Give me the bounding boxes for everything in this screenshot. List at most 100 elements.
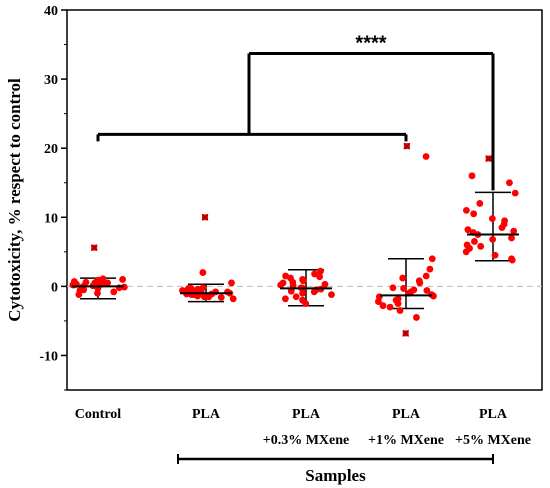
- data-point: [488, 215, 496, 223]
- data-point: [179, 287, 186, 294]
- outlier-cross-b: [402, 329, 410, 337]
- data-point: [464, 226, 472, 234]
- data-point: [119, 276, 126, 283]
- outlier-cross-b: [485, 155, 492, 162]
- group-1: [179, 213, 237, 303]
- data-point: [199, 284, 207, 292]
- y-tick-label: 0: [51, 280, 58, 295]
- data-point: [321, 280, 329, 288]
- data-point: [470, 210, 478, 218]
- outlier-marker: [201, 213, 209, 221]
- category-label-line1: PLA: [479, 407, 508, 422]
- y-tick-label: 10: [44, 211, 58, 226]
- data-point: [120, 283, 128, 291]
- data-point: [99, 275, 107, 283]
- data-point: [317, 267, 324, 275]
- category-label-line1: PLA: [192, 407, 221, 422]
- data-point: [386, 303, 394, 311]
- data-point: [477, 242, 485, 250]
- data-point: [506, 179, 513, 187]
- category-label-line2: +5% MXene: [455, 433, 531, 448]
- group-3: [374, 142, 437, 337]
- outlier-marker: [90, 244, 98, 252]
- category-label-line2: +1% MXene: [368, 433, 444, 448]
- outlier-marker: [403, 142, 411, 150]
- data-point: [199, 269, 207, 276]
- data-point: [430, 292, 437, 300]
- data-point: [407, 288, 415, 296]
- data-point: [423, 287, 431, 294]
- data-point: [399, 274, 407, 282]
- x-axis-title: Samples: [305, 466, 366, 485]
- data-point: [277, 281, 285, 289]
- data-point: [379, 302, 387, 310]
- data-point: [328, 291, 335, 299]
- data-point: [462, 248, 470, 256]
- data-point: [194, 285, 202, 293]
- y-tick-label: -10: [39, 349, 58, 364]
- data-point: [498, 224, 506, 232]
- y-axis-title: Cytotoxicity, % respect to control: [5, 78, 24, 322]
- data-point: [287, 287, 295, 295]
- significance-brackets: ****: [96, 33, 495, 191]
- data-point: [468, 172, 476, 180]
- category-label-line2: +0.3% MXene: [263, 433, 350, 448]
- data-point: [396, 307, 404, 314]
- data-point: [228, 279, 235, 287]
- data-groups: [69, 142, 519, 337]
- data-point: [508, 256, 516, 264]
- data-point: [310, 288, 318, 296]
- significance-label: ****: [355, 33, 386, 55]
- outlier-cross-b: [403, 142, 411, 150]
- data-point: [374, 298, 382, 305]
- data-point: [316, 273, 324, 281]
- data-point: [394, 300, 402, 308]
- data-point: [508, 234, 515, 242]
- data-point: [299, 289, 307, 297]
- data-point: [289, 282, 297, 290]
- data-point: [489, 235, 497, 243]
- group-4: [462, 155, 519, 264]
- data-point: [426, 265, 434, 273]
- data-point: [187, 285, 195, 292]
- data-point: [217, 294, 225, 301]
- plot-frame: [66, 9, 543, 391]
- y-tick-label: 40: [44, 4, 58, 19]
- data-point: [229, 295, 237, 303]
- data-point: [510, 227, 518, 235]
- category-label-line1: Control: [75, 407, 122, 422]
- data-point: [311, 270, 318, 278]
- data-point: [194, 292, 202, 300]
- data-point: [415, 277, 423, 285]
- data-point: [422, 272, 430, 280]
- data-point: [400, 285, 407, 292]
- data-point: [476, 200, 484, 207]
- data-point: [104, 279, 112, 287]
- outlier-cross-b: [90, 244, 98, 252]
- data-point: [281, 295, 289, 303]
- data-point: [511, 189, 519, 197]
- data-point: [200, 293, 208, 301]
- outlier-marker: [402, 329, 410, 337]
- data-point: [389, 284, 397, 292]
- data-point: [76, 287, 84, 294]
- data-point: [428, 255, 436, 263]
- y-tick-label: 30: [44, 73, 58, 88]
- data-point: [394, 295, 402, 303]
- category-label-line1: PLA: [292, 407, 321, 422]
- group-0: [69, 244, 128, 300]
- data-point: [491, 251, 499, 259]
- data-point: [93, 277, 101, 285]
- y-tick-label: 20: [44, 142, 58, 157]
- y-axis-ticks: -10 0 10 20 30 40: [39, 4, 67, 391]
- data-point: [471, 238, 478, 245]
- group-2: [277, 267, 335, 308]
- category-label-line1: PLA: [392, 407, 421, 422]
- data-point: [462, 206, 470, 214]
- category-labels: Control PLA PLA +0.3% MXene PLA +1% MXene PLA +…: [75, 407, 531, 448]
- data-point: [299, 276, 306, 283]
- data-point: [413, 314, 420, 321]
- data-point: [110, 288, 118, 296]
- outlier-marker: [485, 155, 492, 162]
